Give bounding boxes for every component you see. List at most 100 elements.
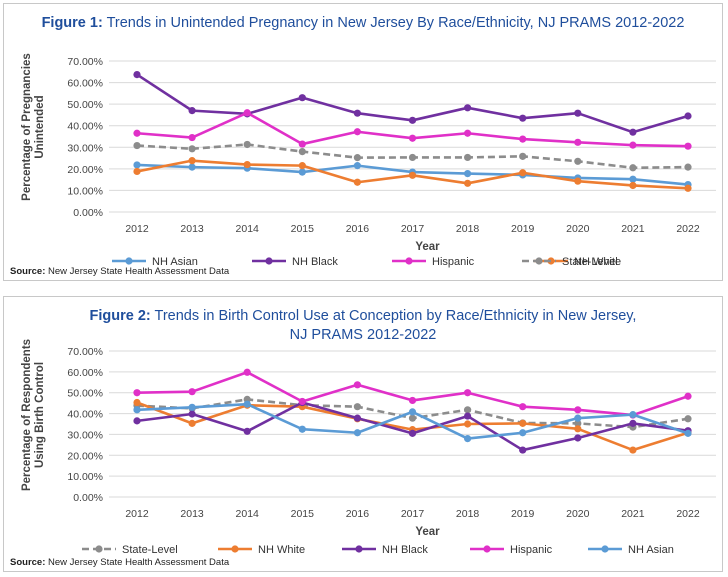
figure-1-data-point bbox=[243, 109, 251, 117]
figure-1-data-point bbox=[133, 161, 141, 169]
figure-1-data-point bbox=[243, 160, 251, 169]
figure-2-data-point bbox=[243, 427, 251, 435]
figure-2-data-point bbox=[464, 389, 472, 397]
figure-1-data-point bbox=[464, 104, 472, 112]
figure-2-data-point bbox=[629, 446, 637, 454]
figure-1-y-tick-label: 40.00% bbox=[67, 121, 103, 133]
figure-2-x-tick-label: 2020 bbox=[566, 508, 590, 520]
figure-1-data-point bbox=[188, 107, 196, 115]
figure-1-x-tick-label: 2013 bbox=[180, 223, 204, 235]
figure-2-data-point bbox=[353, 403, 361, 411]
figure-2-legend-label: NH Black bbox=[382, 544, 428, 556]
figure-1-data-point bbox=[629, 141, 637, 149]
figure-2-data-point bbox=[298, 397, 306, 406]
figure-2-x-tick-label: 2019 bbox=[511, 508, 535, 520]
figure-1-data-point bbox=[298, 140, 306, 148]
figure-2-data-point bbox=[574, 425, 582, 433]
figure-1-data-point bbox=[188, 163, 196, 171]
figure-1-data-point bbox=[408, 116, 417, 124]
figure-1-data-point bbox=[353, 109, 361, 117]
figure-1-x-tick-label: 2020 bbox=[566, 223, 590, 235]
figure-2-data-point bbox=[298, 425, 306, 433]
figure-2-source-label: Source: bbox=[10, 557, 46, 568]
figure-2-data-point bbox=[519, 419, 527, 427]
figure-2-data-point bbox=[519, 403, 527, 411]
figure-1-data-point bbox=[519, 169, 527, 177]
figure-1-data-point bbox=[408, 153, 417, 162]
figure-2-data-point bbox=[464, 412, 472, 420]
figure-1-data-point bbox=[574, 109, 582, 117]
figure-1-data-point bbox=[464, 153, 472, 162]
figure-2-data-point bbox=[408, 408, 417, 416]
figure-2-data-point bbox=[243, 400, 251, 408]
figure-1-data-point bbox=[464, 179, 472, 187]
figure-1-y-tick-label: 70.00% bbox=[67, 56, 103, 68]
figure-1-legend-marker bbox=[535, 257, 543, 265]
figure-2-title: Figure 2: Trends in Birth Control Use at… bbox=[4, 307, 722, 345]
figure-1-data-point bbox=[133, 129, 141, 137]
figure-1-y-tick-label: 20.00% bbox=[67, 164, 103, 176]
figure-2-data-point bbox=[243, 368, 251, 376]
figure-2-data-point bbox=[684, 429, 692, 437]
figure-1-source-text: New Jersey State Health Assessment Data bbox=[45, 266, 230, 277]
figure-1-data-point bbox=[464, 170, 472, 178]
figure-2-y-tick-label: 70.00% bbox=[67, 346, 103, 358]
figure-2-legend-marker bbox=[95, 545, 103, 553]
figure-2-data-point bbox=[133, 389, 141, 397]
figure-1-y-tick-label: 0.00% bbox=[73, 207, 103, 219]
figure-1-legend-marker bbox=[125, 257, 133, 265]
figure-2-data-point bbox=[684, 392, 692, 400]
figure-2-y-tick-label: 0.00% bbox=[73, 492, 103, 504]
figure-2-x-tick-label: 2016 bbox=[346, 508, 370, 520]
figure-1-data-point bbox=[353, 154, 361, 162]
figure-2-data-point bbox=[133, 398, 141, 407]
figure-1-legend-label: NH Asian bbox=[152, 256, 198, 268]
figure-2-y-tick-label: 60.00% bbox=[67, 367, 103, 379]
figure-1-data-point bbox=[519, 152, 527, 160]
figure-1-legend-label: NH White bbox=[574, 256, 621, 268]
figure-1-x-tick-label: 2022 bbox=[676, 223, 700, 235]
figure-2-x-tick-label: 2015 bbox=[291, 508, 315, 520]
figure-1-data-point bbox=[133, 141, 141, 150]
figure-1-x-tick-label: 2015 bbox=[291, 223, 315, 235]
figure-2-data-point bbox=[574, 414, 582, 422]
figure-2-legend-label: NH Asian bbox=[628, 544, 674, 556]
figure-1-data-point bbox=[519, 114, 527, 122]
figure-2-panel: Figure 2: Trends in Birth Control Use at… bbox=[3, 296, 723, 572]
figure-1-x-axis-title: Year bbox=[415, 241, 440, 253]
figure-2-data-point bbox=[574, 434, 582, 442]
figure-1-y-tick-label: 50.00% bbox=[67, 99, 103, 111]
figure-2-x-tick-label: 2018 bbox=[456, 508, 480, 520]
figure-1-legend-label: Hispanic bbox=[432, 256, 475, 268]
figure-1-title-label: Figure 1: bbox=[41, 15, 103, 31]
figure-2-legend-label: NH White bbox=[258, 544, 305, 556]
figure-1-data-point bbox=[629, 175, 637, 183]
figure-1-data-point bbox=[353, 128, 361, 136]
figure-2-y-tick-label: 30.00% bbox=[67, 429, 103, 441]
figure-2-y-tick-label: 40.00% bbox=[67, 409, 103, 421]
figure-1-data-point bbox=[574, 157, 582, 165]
figure-1-y-tick-label: 10.00% bbox=[67, 185, 103, 197]
figure-1-data-point bbox=[188, 133, 196, 142]
figure-2-chart: 0.00% 10.00% 20.00% 30.00% 40.00% 50.00% 60.00… bbox=[67, 346, 716, 556]
figure-2-x-tick-label: 2012 bbox=[125, 508, 149, 520]
figure-1-data-point bbox=[629, 164, 637, 172]
figure-2-legend-marker bbox=[231, 545, 239, 553]
figure-2-data-point bbox=[464, 435, 472, 443]
figure-2-data-point bbox=[188, 403, 196, 411]
figure-2-data-point bbox=[188, 419, 196, 427]
figure-1-data-point bbox=[298, 162, 306, 170]
figure-1-data-point bbox=[353, 162, 361, 170]
figure-2-x-tick-label: 2022 bbox=[676, 508, 700, 520]
figure-2-data-point bbox=[133, 417, 141, 425]
figure-1-x-tick-label: 2012 bbox=[125, 223, 149, 235]
figure-1-data-point bbox=[684, 163, 692, 171]
figure-2-legend-label: Hispanic bbox=[510, 544, 553, 556]
figure-2-y-tick-label: 20.00% bbox=[67, 450, 103, 462]
figure-2-title-label: Figure 2: bbox=[89, 308, 151, 324]
figure-1-legend-label: State-Level bbox=[562, 256, 618, 268]
figure-2-y-tick-label: 50.00% bbox=[67, 388, 103, 400]
figure-2-data-point bbox=[684, 415, 692, 423]
figure-2-x-tick-label: 2013 bbox=[180, 508, 204, 520]
figure-2-legend-marker bbox=[601, 545, 609, 553]
